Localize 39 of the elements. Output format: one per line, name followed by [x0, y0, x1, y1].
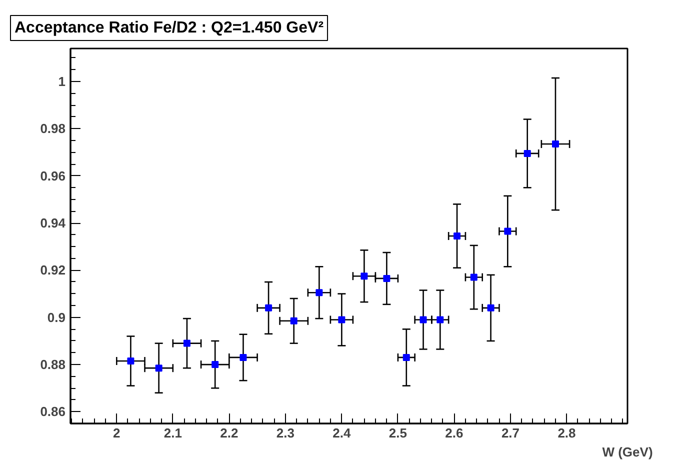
y-tick-label: 0.86 — [40, 404, 66, 420]
point — [183, 340, 190, 347]
x-tick-label: 2.1 — [164, 426, 182, 440]
point — [420, 316, 427, 324]
point — [383, 274, 390, 282]
y-tick-label: 0.88 — [40, 357, 66, 372]
point — [316, 289, 323, 296]
y-tick-label: 0.94 — [40, 216, 66, 231]
x-tick-label: 2 — [113, 426, 120, 440]
y-tick-label: 0.9 — [47, 310, 66, 325]
point — [338, 316, 346, 324]
point — [240, 354, 247, 361]
point — [402, 354, 410, 361]
x-tick-label: 2.6 — [445, 426, 464, 440]
point — [454, 232, 461, 240]
point — [504, 228, 512, 235]
x-tick-label: 2.8 — [558, 426, 576, 440]
point — [436, 316, 444, 324]
point — [265, 304, 272, 312]
point — [524, 150, 531, 157]
chart-title: Acceptance Ratio Fe/D2 : Q2=1.450 GeV² — [14, 20, 324, 36]
x-tick-label: 2.5 — [388, 426, 407, 440]
point — [127, 358, 134, 364]
x-tick-label: 2.2 — [220, 426, 238, 440]
y-tick-label: 0.96 — [40, 168, 66, 184]
y-tick-label: 0.98 — [40, 121, 66, 136]
x-tick-label: 2.7 — [501, 426, 520, 440]
x-tick-label: 2.3 — [276, 426, 294, 440]
point — [487, 304, 494, 312]
y-tick-label: 1 — [58, 74, 66, 90]
point — [290, 317, 298, 324]
point — [155, 364, 162, 372]
point — [552, 140, 559, 148]
y-tick-label: 0.92 — [40, 262, 66, 278]
x-axis-title: W (GeV) — [602, 444, 653, 460]
point — [360, 272, 368, 280]
point — [212, 361, 219, 368]
x-tick-label: 2.4 — [332, 426, 352, 440]
point — [470, 274, 478, 281]
